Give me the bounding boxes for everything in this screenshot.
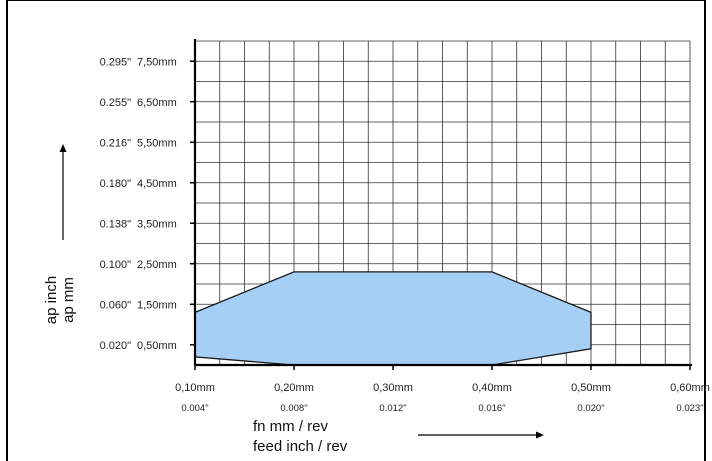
y-tick-label-mm: 2,50mm bbox=[137, 259, 177, 271]
x-tick-labels: 0,10mm 0.004" 0,20mm 0.008" 0,30mm 0.012" 0,40… bbox=[175, 365, 710, 414]
x-tick-label-mm: 0,40mm bbox=[472, 382, 512, 394]
x-tick-label-inch: 0.012" bbox=[379, 403, 406, 414]
y-axis-title-line-1: ap inch bbox=[43, 276, 60, 324]
y-tick-label-mm: 1,50mm bbox=[137, 299, 177, 311]
x-tick-label-mm: 0,30mm bbox=[373, 382, 413, 394]
y-tick-label-mm: 5,50mm bbox=[137, 137, 177, 149]
y-tick-label-inch: 0.255" bbox=[100, 97, 132, 109]
x-tick-label-inch: 0.004" bbox=[181, 403, 208, 414]
y-tick-label-inch: 0.295" bbox=[100, 56, 132, 68]
y-axis-title: ap inch ap mm bbox=[43, 276, 77, 324]
y-tick-label-inch: 0.180" bbox=[100, 178, 132, 190]
x-tick-label-inch: 0.016" bbox=[478, 403, 505, 414]
x-tick-label-mm: 0,50mm bbox=[571, 382, 611, 394]
x-axis-arrow bbox=[418, 431, 544, 439]
chart-frame bbox=[6, 0, 706, 461]
x-tick-label-inch: 0.020" bbox=[577, 403, 604, 414]
y-tick-label-inch: 0.020" bbox=[100, 340, 132, 352]
y-tick-label-mm: 7,50mm bbox=[137, 56, 177, 68]
x-tick-label-mm: 0,20mm bbox=[274, 382, 314, 394]
y-tick-label-mm: 3,50mm bbox=[137, 218, 177, 230]
x-axis-title-line-2: feed inch / rev bbox=[253, 438, 348, 455]
y-tick-label-inch: 0.060" bbox=[100, 299, 132, 311]
x-tick-label-mm: 0,10mm bbox=[175, 382, 215, 394]
x-tick-label-mm: 0,60mm bbox=[670, 382, 710, 394]
y-tick-label-inch: 0.138" bbox=[100, 218, 132, 230]
y-tick-label-inch: 0.216" bbox=[100, 137, 132, 149]
y-axis-arrow bbox=[59, 144, 67, 240]
x-tick-label-inch: 0.023" bbox=[676, 403, 703, 414]
x-tick-label-inch: 0.008" bbox=[280, 403, 307, 414]
x-axis-title-line-1: fn mm / rev bbox=[253, 418, 329, 435]
y-tick-labels: 0.020" 0,50mm 0.060" 1,50mm 0.100" 2,50mm 0.13… bbox=[100, 56, 195, 352]
y-tick-label-mm: 4,50mm bbox=[137, 178, 177, 190]
y-tick-label-mm: 6,50mm bbox=[137, 97, 177, 109]
application-range-area bbox=[194, 271, 592, 366]
y-tick-label-inch: 0.100" bbox=[100, 259, 132, 271]
y-tick-label-mm: 0,50mm bbox=[137, 340, 177, 352]
y-axis-title-line-2: ap mm bbox=[60, 277, 77, 323]
axes bbox=[193, 39, 692, 367]
